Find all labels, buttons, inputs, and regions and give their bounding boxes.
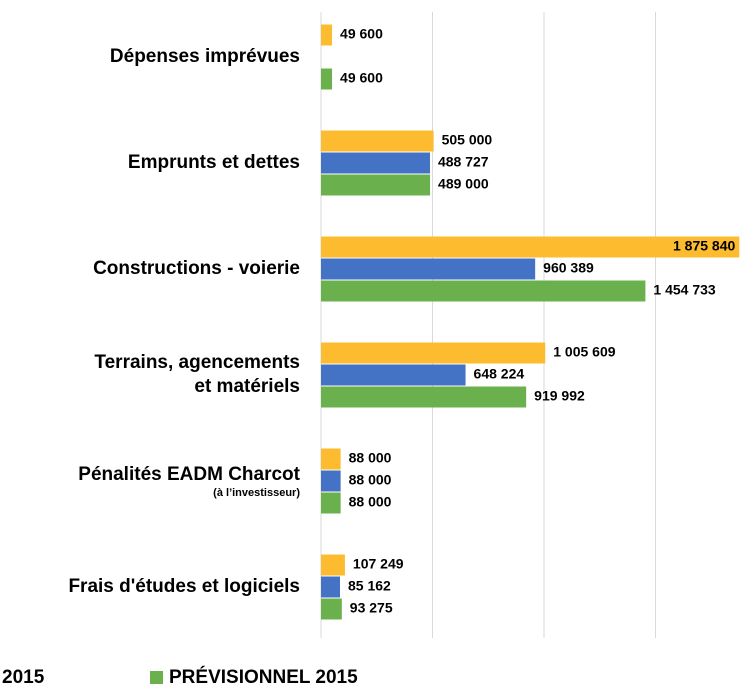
value-label: 88 000 [349, 472, 392, 488]
bar [321, 342, 546, 364]
bar [321, 236, 740, 258]
value-label: 489 000 [438, 176, 489, 192]
bar [321, 258, 536, 280]
value-label: 85 162 [348, 578, 391, 594]
category-label: Terrains, agencements [94, 352, 300, 373]
category-note: (à l’investisseur) [213, 487, 300, 499]
value-label: 1 875 840 [673, 238, 735, 254]
bar [321, 364, 466, 386]
value-label: 1 454 733 [653, 282, 715, 298]
value-label: 1 005 609 [553, 344, 615, 360]
category-label: et matériels [194, 376, 300, 397]
value-label: 93 275 [350, 600, 393, 616]
bar [321, 598, 342, 620]
bar [321, 554, 345, 576]
value-label: 648 224 [474, 366, 525, 382]
value-label: 49 600 [340, 70, 383, 86]
bar [321, 448, 341, 470]
value-label: 88 000 [349, 450, 392, 466]
value-label: 49 600 [340, 26, 383, 42]
bar [321, 174, 431, 196]
value-label: 488 727 [438, 154, 489, 170]
value-label: 960 389 [543, 260, 594, 276]
legend-swatch [150, 671, 163, 684]
category-label: Emprunts et dettes [128, 152, 300, 173]
value-label: 505 000 [442, 132, 493, 148]
value-label: 107 249 [353, 556, 404, 572]
legend-label: PRÉVISIONNEL 2015 [169, 666, 358, 688]
bar [321, 386, 527, 408]
bar [321, 130, 434, 152]
category-label: Constructions - voierie [93, 258, 300, 279]
bar [321, 470, 341, 492]
category-label: Pénalités EADM Charcot [78, 464, 300, 485]
value-label: 919 992 [534, 388, 585, 404]
bar [321, 492, 341, 514]
category-label: Dépenses imprévues [110, 46, 300, 67]
bar [321, 576, 340, 598]
bar [321, 68, 333, 90]
value-label: 88 000 [349, 494, 392, 510]
category-label: Frais d'études et logiciels [68, 576, 300, 597]
legend-label: 2015 [2, 667, 45, 688]
bar [321, 280, 646, 302]
bar [321, 152, 430, 174]
bar [321, 24, 333, 46]
